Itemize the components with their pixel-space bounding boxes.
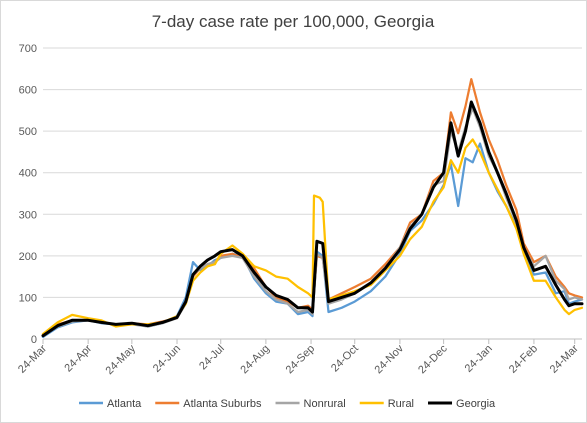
legend-label: Atlanta Suburbs	[183, 398, 262, 410]
y-tick-label: 100	[19, 292, 37, 304]
series-line-georgia	[41, 100, 584, 338]
gridlines	[43, 47, 582, 298]
y-tick-label: 300	[19, 209, 37, 221]
legend: Atlanta Atlanta Suburbs Nonrural Rural Georg…	[79, 398, 496, 410]
series-lines	[41, 78, 584, 339]
y-tick-label: 400	[19, 168, 37, 180]
y-tick-label: 600	[19, 85, 37, 97]
y-tick-label: 0	[31, 334, 37, 346]
legend-label: Georgia	[456, 398, 496, 410]
legend-label: Rural	[388, 398, 414, 410]
y-tick-label: 200	[19, 251, 37, 263]
chart-title: 7-day case rate per 100,000, Georgia	[152, 12, 435, 31]
y-tick-label: 500	[19, 126, 37, 138]
legend-label: Nonrural	[304, 398, 346, 410]
legend-label: Atlanta	[107, 398, 142, 410]
y-tick-label: 700	[19, 43, 37, 55]
